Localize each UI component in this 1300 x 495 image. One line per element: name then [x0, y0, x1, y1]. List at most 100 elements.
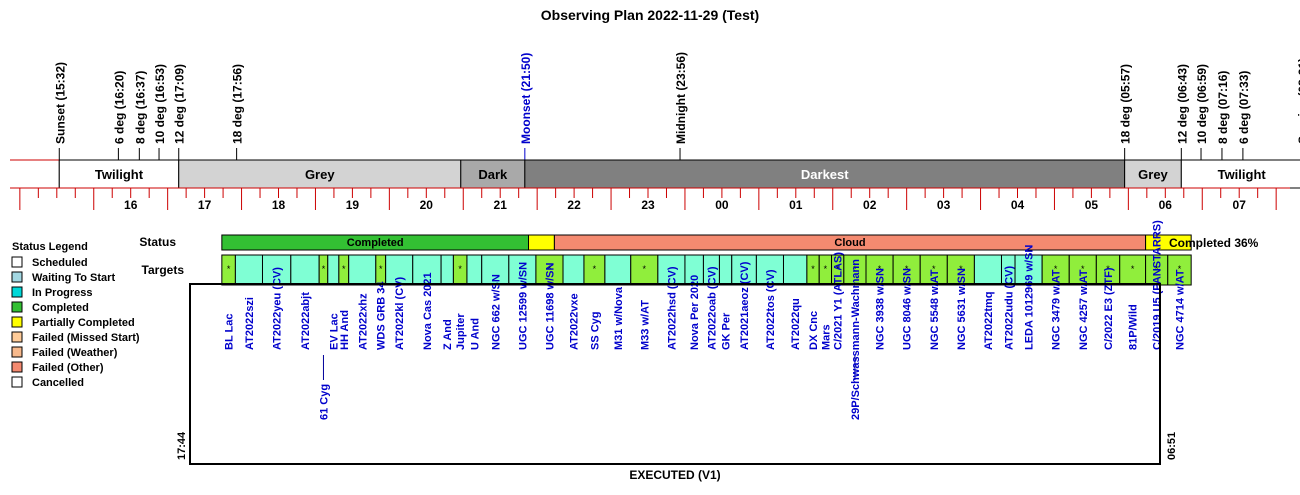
legend-swatch	[11, 331, 23, 343]
target-complete-mark: *	[1131, 264, 1135, 274]
target-block	[946, 254, 975, 286]
sky-phase-band: Twilight Grey Dark Darkest Grey Twilight	[10, 159, 1300, 189]
target-name: NGC 5631 w/SN	[956, 268, 968, 350]
sky-phase-4	[1124, 159, 1182, 189]
legend-title: Status Legend	[12, 241, 88, 253]
hour-label: 22	[567, 198, 581, 212]
legend-swatch	[11, 376, 23, 388]
status-row-label: Status	[139, 235, 176, 249]
target-complete-mark: *	[458, 264, 462, 274]
hour-label: 16	[124, 198, 138, 212]
target-block	[1041, 254, 1070, 286]
target-name: AT2022kl (CV)	[394, 277, 406, 350]
legend-swatch	[11, 346, 23, 358]
target-name: Z And	[442, 319, 454, 350]
target-name: NGC 3938 w/SN	[875, 268, 887, 350]
end-time-label: 06:51	[1166, 432, 1178, 460]
target-name: Nova Cas 2021	[422, 272, 434, 350]
target-block	[261, 254, 292, 286]
target-complete-mark: *	[1178, 264, 1182, 274]
hour-label: 03	[937, 198, 951, 212]
target-name: AT2022tmq	[983, 292, 995, 350]
sky-phase-5	[1180, 159, 1300, 189]
status-segment-label: Cloud	[834, 237, 865, 249]
hour-label: 23	[641, 198, 655, 212]
event-label: 12 deg (06:43)	[1175, 64, 1189, 144]
event-label: 10 deg (16:53)	[153, 64, 167, 144]
legend-label: Cancelled	[32, 377, 84, 389]
target-complete-mark: *	[1054, 264, 1058, 274]
event-label: Sunrise (08:21)	[1296, 58, 1300, 144]
target-complete-mark: *	[322, 264, 326, 274]
target-block	[440, 254, 454, 286]
sky-phase-label: Twilight	[1218, 167, 1267, 182]
target-complete-mark: *	[1081, 264, 1085, 274]
target-name: BL Lac	[224, 314, 236, 350]
target-name: AT2022yeu (CV)	[272, 267, 284, 350]
status-legend: Status Legend Scheduled Waiting To Start I…	[11, 241, 140, 389]
hour-label: 00	[715, 198, 729, 212]
target-name: AT2022oab (CV)	[706, 266, 718, 350]
targets-row: * BL Lac AT2022szi AT2022yeu (CV) AT2022abjt…	[221, 220, 1192, 420]
target-name: WDS GRB 34	[376, 281, 388, 350]
legend-label: Scheduled	[32, 257, 88, 269]
hour-label: 04	[1011, 198, 1025, 212]
target-name: UGC 8046 w/SN	[902, 268, 914, 350]
target-names-frame	[189, 283, 1161, 465]
target-complete-mark: *	[1155, 264, 1159, 274]
sky-phase-label: Twilight	[95, 167, 144, 182]
legend-label: Failed (Weather)	[32, 347, 118, 359]
target-name: AT2022szi	[244, 297, 256, 350]
legend-label: Completed	[32, 302, 89, 314]
targets-row-label: Targets	[142, 263, 185, 277]
event-label: 18 deg (05:57)	[1119, 64, 1133, 144]
status-row: Completed Cloud	[221, 234, 1192, 251]
event-label: 6 deg (07:33)	[1237, 71, 1251, 144]
hour-label: 19	[346, 198, 360, 212]
event-label: 8 deg (07:16)	[1216, 71, 1230, 144]
legend-swatch	[11, 361, 23, 373]
status-segment	[528, 234, 555, 251]
hour-label: 05	[1085, 198, 1099, 212]
target-name: AT2022hsd (CV)	[666, 266, 678, 350]
hour-label: 02	[863, 198, 877, 212]
target-complete-mark: *	[932, 264, 936, 274]
target-block	[466, 254, 483, 286]
target-complete-mark: *	[853, 264, 857, 274]
target-name: NGC 4257 w/AT	[1078, 269, 1090, 350]
target-name: UGC 11698 w/SN	[544, 263, 556, 350]
sky-phase-label: Grey	[1138, 167, 1168, 182]
target-block	[973, 254, 1002, 286]
legend-swatch	[11, 271, 23, 283]
target-block	[782, 254, 808, 286]
target-name: EV Lac	[328, 313, 340, 350]
legend-swatch	[11, 256, 23, 268]
hour-axis: 1617181920212223000102030405060708	[10, 187, 1290, 212]
chart-title: Observing Plan 2022-11-29 (Test)	[541, 7, 759, 23]
sky-phase-3	[524, 159, 1126, 189]
hour-label: 06	[1159, 198, 1173, 212]
target-complete-mark: *	[593, 264, 597, 274]
target-complete-mark: *	[824, 264, 828, 274]
target-name: AT2022qu	[790, 298, 802, 350]
target-name: HH And	[339, 310, 351, 350]
target-complete-mark: *	[548, 264, 552, 274]
legend-label: In Progress	[32, 287, 93, 299]
target-name: U And	[469, 318, 481, 350]
target-name: Jupiter	[455, 313, 467, 350]
target-complete-mark: *	[227, 264, 231, 274]
legend-label: Partially Completed	[32, 317, 135, 329]
event-label: Midnight (23:56)	[674, 52, 688, 144]
target-block	[718, 254, 733, 286]
event-label: Moonset (21:50)	[519, 53, 533, 144]
target-name: AT2022vxe	[568, 293, 580, 350]
target-complete-mark: *	[878, 264, 882, 274]
target-name: UGC 12599 w/SN	[517, 262, 529, 350]
sky-phase-label: Grey	[305, 167, 335, 182]
target-block	[327, 254, 340, 286]
target-name: AT2022xhz	[357, 293, 369, 350]
hour-label: 21	[494, 198, 508, 212]
target-name: NGC 662 w/SN	[490, 274, 502, 350]
target-complete-mark: *	[342, 264, 346, 274]
